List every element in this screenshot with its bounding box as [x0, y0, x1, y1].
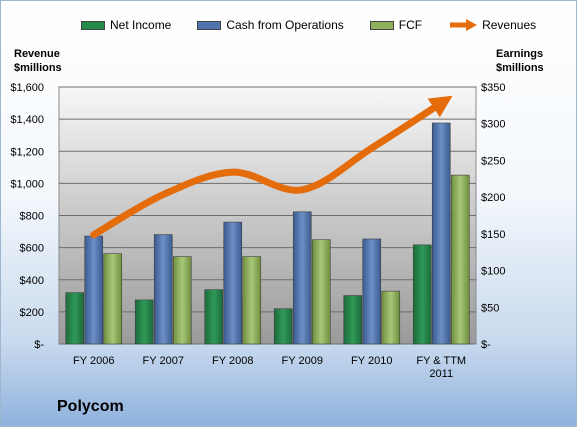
y-left-tick-label: $200: [20, 307, 44, 319]
bar-fcf: [451, 175, 469, 344]
legend-swatch-net-income: [81, 21, 105, 30]
bar-net-income: [135, 300, 153, 344]
bar-net-income: [66, 293, 84, 344]
y-right-tick-label: $300: [481, 119, 505, 131]
right-axis-title-line2: $millions: [496, 61, 544, 75]
y-right-tick-label: $50: [481, 302, 499, 314]
x-tick-label: FY 2007: [143, 355, 184, 367]
legend-label-revenues: Revenues: [482, 18, 536, 32]
x-tick-label: FY 2010: [351, 355, 392, 367]
bar-cash-from-operations: [363, 239, 381, 344]
bar-cash-from-operations: [85, 236, 103, 344]
y-left-tick-label: $600: [20, 243, 44, 255]
legend-item-net-income: Net Income: [81, 18, 171, 32]
x-tick-label: FY 2009: [282, 355, 323, 367]
bar-cash-from-operations: [293, 212, 311, 344]
right-axis-title: Earnings $millions: [496, 47, 544, 75]
bar-net-income: [205, 290, 223, 344]
y-right-tick-label: $100: [481, 266, 505, 278]
y-left-tick-label: $1,200: [10, 146, 44, 158]
legend-item-revenues: Revenues: [448, 18, 536, 32]
bar-fcf: [173, 257, 191, 344]
bar-fcf: [243, 257, 261, 344]
x-tick-label: FY 2006: [73, 355, 114, 367]
y-right-tick-label: $-: [481, 339, 491, 351]
bar-fcf: [104, 254, 122, 344]
y-left-tick-label: $-: [34, 339, 44, 351]
right-axis-title-line1: Earnings: [496, 47, 544, 61]
bar-net-income: [274, 309, 292, 344]
bar-fcf: [382, 291, 400, 344]
y-right-tick-label: $250: [481, 155, 505, 167]
legend-label-net-income: Net Income: [110, 18, 171, 32]
bar-cash-from-operations: [224, 222, 242, 344]
chart-legend: Net Income Cash from Operations FCF Reve…: [81, 16, 562, 34]
y-left-tick-label: $1,600: [10, 82, 44, 94]
y-left-tick-label: $1,400: [10, 114, 44, 126]
company-name: Polycom: [57, 398, 124, 416]
left-axis-title-line2: $millions: [14, 61, 62, 75]
left-axis-title: Revenue $millions: [14, 47, 62, 75]
bar-cash-from-operations: [154, 235, 172, 344]
left-axis-title-line1: Revenue: [14, 47, 62, 61]
y-right-tick-label: $350: [481, 82, 505, 94]
legend-item-fcf: FCF: [370, 18, 422, 32]
legend-swatch-cash-from-operations: [197, 21, 221, 30]
y-right-tick-label: $200: [481, 192, 505, 204]
x-tick-label: FY 2008: [212, 355, 253, 367]
y-left-tick-label: $1,000: [10, 178, 44, 190]
bar-cash-from-operations: [432, 123, 450, 344]
legend-label-fcf: FCF: [399, 18, 422, 32]
legend-item-cash-from-operations: Cash from Operations: [197, 18, 343, 32]
legend-label-cash-from-operations: Cash from Operations: [226, 18, 343, 32]
legend-swatch-fcf: [370, 21, 394, 30]
legend-arrow-icon: [448, 18, 478, 32]
bar-net-income: [344, 296, 362, 344]
y-right-tick-label: $150: [481, 229, 505, 241]
y-left-tick-label: $800: [20, 211, 44, 223]
bar-net-income: [413, 245, 431, 344]
y-left-tick-label: $400: [20, 275, 44, 287]
bar-fcf: [312, 240, 330, 344]
